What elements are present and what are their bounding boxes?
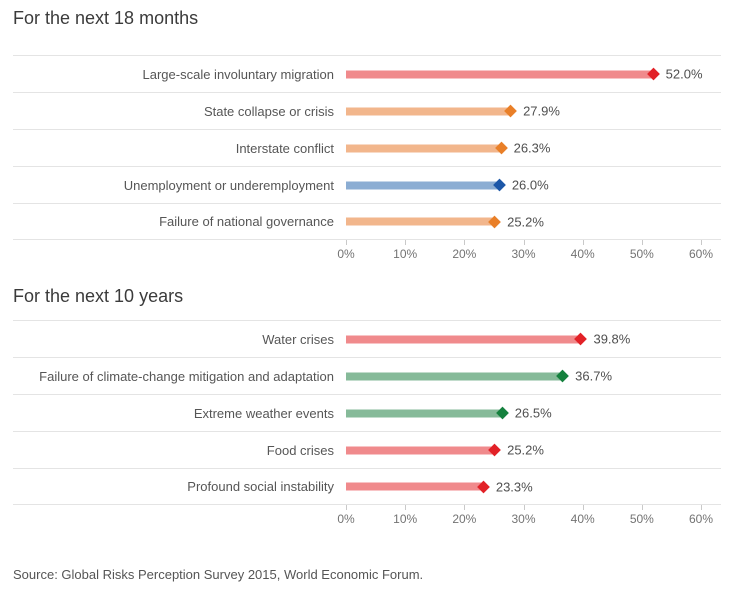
category-label: Food crises bbox=[266, 442, 334, 458]
source-note: Source: Global Risks Perception Survey 2… bbox=[13, 567, 424, 582]
bar-track: 52.0% bbox=[346, 56, 721, 92]
bar-track: 26.5% bbox=[346, 395, 721, 431]
axis-tick bbox=[523, 505, 525, 510]
axis-tick bbox=[641, 240, 643, 245]
axis-tick-label: 30% bbox=[511, 512, 536, 526]
bar bbox=[346, 446, 496, 454]
axis-tick-label: 20% bbox=[452, 512, 477, 526]
value-label: 52.0% bbox=[665, 66, 703, 82]
category-label: Failure of national governance bbox=[159, 214, 334, 229]
axis-tick bbox=[346, 240, 347, 245]
bar-scale: 25.2% bbox=[346, 443, 701, 458]
axis-tick-label: 60% bbox=[688, 512, 714, 526]
bar-track: 25.2% bbox=[346, 204, 721, 239]
bar-scale: 23.3% bbox=[346, 479, 701, 494]
value-label: 39.8% bbox=[593, 331, 631, 347]
axis-tick-label: 40% bbox=[570, 247, 595, 261]
x-axis-10-years: 0% 10% 20% 30% 40% 50% 60% bbox=[337, 505, 713, 531]
bar-track: 23.3% bbox=[346, 469, 721, 504]
bar-scale: 26.3% bbox=[346, 141, 701, 156]
chart-row: Water crises 39.8% bbox=[13, 320, 721, 357]
axis-tick bbox=[346, 505, 347, 510]
bar bbox=[346, 409, 503, 417]
axis-tick bbox=[464, 240, 466, 245]
axis-tick-label: 10% bbox=[393, 247, 418, 261]
axis-tick bbox=[523, 240, 525, 245]
value-label: 26.5% bbox=[514, 405, 552, 421]
chart-row: Unemployment or underemployment 26.0% bbox=[13, 166, 721, 203]
axis-tick bbox=[405, 240, 407, 245]
category-label: Interstate conflict bbox=[235, 140, 334, 156]
bar-track: 26.0% bbox=[346, 167, 721, 203]
bar-scale: 26.5% bbox=[346, 406, 701, 421]
bar-scale: 36.7% bbox=[346, 369, 701, 384]
category-label: Failure of climate-change mitigation and… bbox=[39, 368, 334, 384]
bar bbox=[346, 70, 654, 78]
value-label: 26.0% bbox=[511, 177, 549, 193]
axis-tick bbox=[405, 505, 407, 510]
category-label: Extreme weather events bbox=[193, 405, 334, 421]
chart-row: State collapse or crisis 27.9% bbox=[13, 92, 721, 129]
category-label: Large-scale involuntary migration bbox=[142, 66, 334, 82]
bar bbox=[346, 144, 502, 152]
value-label: 26.3% bbox=[513, 140, 551, 156]
category-label: Profound social instability bbox=[187, 479, 334, 494]
bar-scale: 52.0% bbox=[346, 66, 703, 82]
axis-tick bbox=[582, 505, 584, 510]
bar bbox=[346, 107, 512, 115]
value-label: 23.3% bbox=[495, 479, 533, 494]
chart-row: Large-scale involuntary migration 52.0% bbox=[13, 55, 721, 92]
bar-scale: 27.9% bbox=[346, 104, 701, 119]
value-label: 27.9% bbox=[523, 103, 560, 119]
axis-tick-label: 20% bbox=[452, 247, 477, 261]
bar bbox=[346, 482, 484, 491]
axis-tick-label: 60% bbox=[688, 247, 714, 261]
bar bbox=[346, 217, 496, 226]
section-title-18-months: For the next 18 months bbox=[13, 8, 199, 28]
section-title-10-years: For the next 10 years bbox=[13, 286, 184, 306]
chart-row: Interstate conflict 26.3% bbox=[13, 129, 721, 166]
bar-track: 27.9% bbox=[346, 93, 721, 129]
axis-tick bbox=[701, 505, 702, 510]
chart-18-months: Large-scale involuntary migration 52.0% … bbox=[13, 55, 721, 240]
chart-row: Profound social instability 23.3% bbox=[13, 468, 721, 505]
bar bbox=[346, 335, 582, 343]
chart-row: Food crises 25.2% bbox=[13, 431, 721, 468]
x-axis-18-months: 0% 10% 20% 30% 40% 50% 60% bbox=[337, 240, 713, 266]
axis-tick-label: 0% bbox=[337, 247, 355, 261]
axis-tick bbox=[582, 240, 584, 245]
axis-tick bbox=[464, 505, 466, 510]
bar bbox=[346, 181, 500, 189]
chart-row: Extreme weather events 26.5% bbox=[13, 394, 721, 431]
bar-scale: 25.2% bbox=[346, 214, 701, 229]
category-label: Unemployment or underemployment bbox=[123, 177, 334, 193]
value-label: 25.2% bbox=[507, 214, 544, 229]
bar bbox=[346, 372, 564, 380]
axis-tick bbox=[701, 240, 702, 245]
bar-track: 39.8% bbox=[346, 321, 721, 357]
bar-scale: 26.0% bbox=[346, 178, 701, 193]
axis-tick-label: 0% bbox=[337, 512, 355, 526]
chart-row: Failure of national governance 25.2% bbox=[13, 203, 721, 240]
axis-tick-label: 50% bbox=[629, 247, 654, 261]
axis-tick-label: 10% bbox=[393, 512, 418, 526]
chart-10-years: Water crises 39.8% Failure of climate-ch… bbox=[13, 320, 721, 505]
axis-tick-label: 50% bbox=[629, 512, 654, 526]
axis-tick-label: 30% bbox=[511, 247, 536, 261]
axis-tick bbox=[641, 505, 643, 510]
chart-row: Failure of climate-change mitigation and… bbox=[13, 357, 721, 394]
value-label: 36.7% bbox=[575, 368, 613, 384]
bar-track: 36.7% bbox=[346, 358, 721, 394]
axis-tick-label: 40% bbox=[570, 512, 595, 526]
category-label: State collapse or crisis bbox=[203, 103, 334, 119]
category-label: Water crises bbox=[262, 331, 334, 347]
bar-track: 26.3% bbox=[346, 130, 721, 166]
bar-scale: 39.8% bbox=[346, 332, 701, 347]
bar-track: 25.2% bbox=[346, 432, 721, 468]
value-label: 25.2% bbox=[507, 442, 544, 458]
